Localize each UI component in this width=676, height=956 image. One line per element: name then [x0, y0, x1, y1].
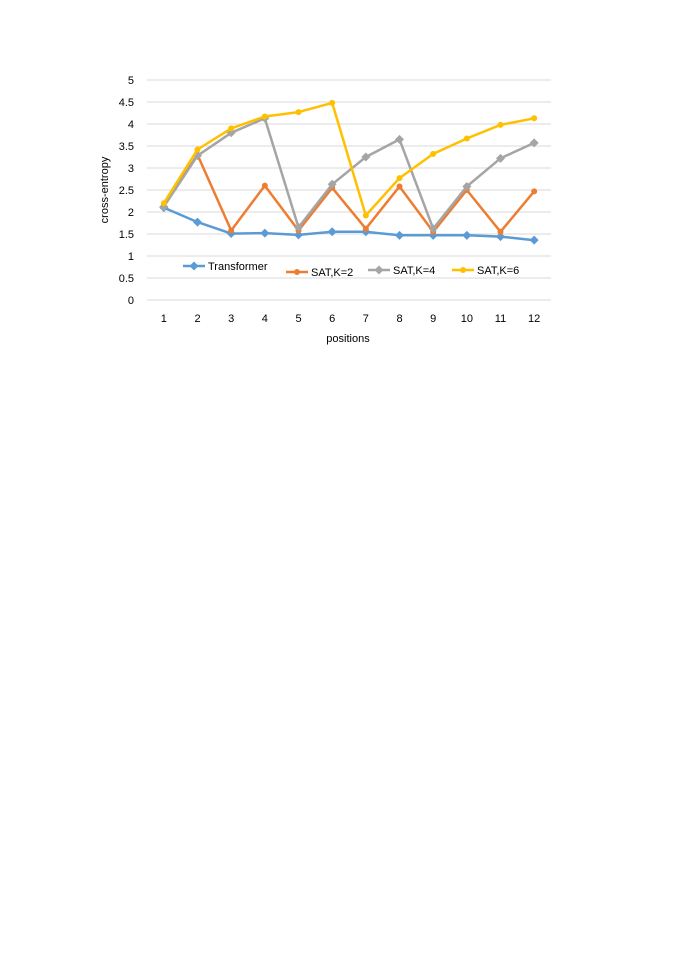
- legend-label: SAT,K=2: [311, 267, 353, 279]
- x-tick-label: 8: [396, 313, 402, 325]
- x-tick-label: 1: [161, 313, 167, 325]
- y-axis-title: cross-entropy: [99, 156, 111, 223]
- data-point: [327, 227, 337, 237]
- data-point: [362, 212, 369, 219]
- data-point: [497, 228, 504, 235]
- data-point: [496, 232, 505, 242]
- legend-marker: [189, 261, 199, 271]
- data-point: [294, 230, 303, 240]
- data-point: [329, 99, 336, 106]
- x-axis-ticks: 1 2 3 4 5 6 7 8 9 10 11 12: [161, 313, 541, 325]
- data-point: [261, 113, 268, 120]
- data-point: [531, 188, 538, 195]
- series-line: [162, 101, 535, 217]
- x-tick-label: 11: [495, 313, 506, 325]
- x-tick-label: 4: [262, 313, 268, 325]
- data-point: [497, 121, 504, 128]
- data-point: [327, 179, 337, 189]
- x-axis-title: positions: [326, 333, 370, 345]
- x-tick-label: 9: [430, 313, 436, 325]
- data-point: [228, 125, 235, 132]
- x-tick-label: 5: [295, 313, 301, 325]
- y-tick-label: 2.5: [119, 185, 134, 197]
- y-tick-label: 3.5: [119, 141, 134, 153]
- data-point: [529, 235, 539, 245]
- data-point: [260, 228, 270, 238]
- legend-item: SAT,K=2: [286, 267, 353, 279]
- legend-item: SAT,K=4: [368, 265, 435, 277]
- legend-label: Transformer: [208, 261, 268, 273]
- data-point: [295, 109, 302, 116]
- x-tick-label: 6: [329, 313, 335, 325]
- y-tick-label: 2: [128, 207, 134, 219]
- y-tick-label: 1.5: [119, 229, 134, 241]
- y-tick-label: 5: [128, 75, 134, 87]
- data-point: [193, 217, 202, 227]
- series-line: [162, 117, 535, 230]
- y-tick-label: 4: [128, 119, 134, 131]
- y-tick-label: 1: [128, 251, 134, 263]
- x-tick-label: 2: [194, 313, 200, 325]
- series-line: [162, 153, 536, 234]
- x-tick-label: 3: [228, 313, 234, 325]
- x-tick-label: 10: [461, 313, 473, 325]
- legend-item: Transformer: [183, 261, 268, 273]
- series-4: [160, 99, 538, 219]
- x-tick-label: 7: [363, 313, 369, 325]
- data-point: [194, 146, 201, 153]
- legend-label: SAT,K=4: [393, 265, 435, 277]
- data-point: [462, 181, 472, 191]
- y-axis-ticks: 0 0.5 1 1.5 2 2.5 3 3.5 4 4.5 5: [119, 75, 134, 307]
- data-point: [362, 225, 369, 232]
- data-point: [294, 222, 303, 232]
- legend-marker: [294, 269, 300, 275]
- data-point: [531, 115, 538, 122]
- data-point: [430, 150, 437, 157]
- y-tick-label: 4.5: [119, 97, 134, 109]
- y-tick-label: 0: [128, 295, 134, 307]
- data-point: [261, 182, 268, 189]
- x-tick-label: 12: [528, 313, 540, 325]
- series-line: [163, 206, 535, 242]
- legend-item: SAT,K=6: [452, 265, 519, 277]
- data-point: [228, 227, 235, 234]
- series-2: [160, 151, 538, 235]
- data-point: [529, 138, 539, 148]
- data-point: [462, 230, 472, 240]
- data-point: [395, 134, 404, 144]
- data-point: [361, 152, 371, 162]
- data-point: [428, 224, 438, 234]
- data-point: [395, 230, 404, 240]
- y-tick-label: 0.5: [119, 273, 134, 285]
- data-point: [396, 175, 403, 182]
- legend-marker: [374, 265, 384, 275]
- data-point: [496, 153, 505, 163]
- legend: Transformer SAT,K=2 SAT,K=4 SAT,K=6: [183, 261, 519, 279]
- data-point: [396, 183, 403, 190]
- data-point: [160, 200, 167, 207]
- series-lines: [159, 99, 539, 245]
- legend-marker: [460, 267, 466, 273]
- y-tick-label: 3: [128, 163, 134, 175]
- data-point: [463, 135, 470, 142]
- legend-label: SAT,K=6: [477, 265, 519, 277]
